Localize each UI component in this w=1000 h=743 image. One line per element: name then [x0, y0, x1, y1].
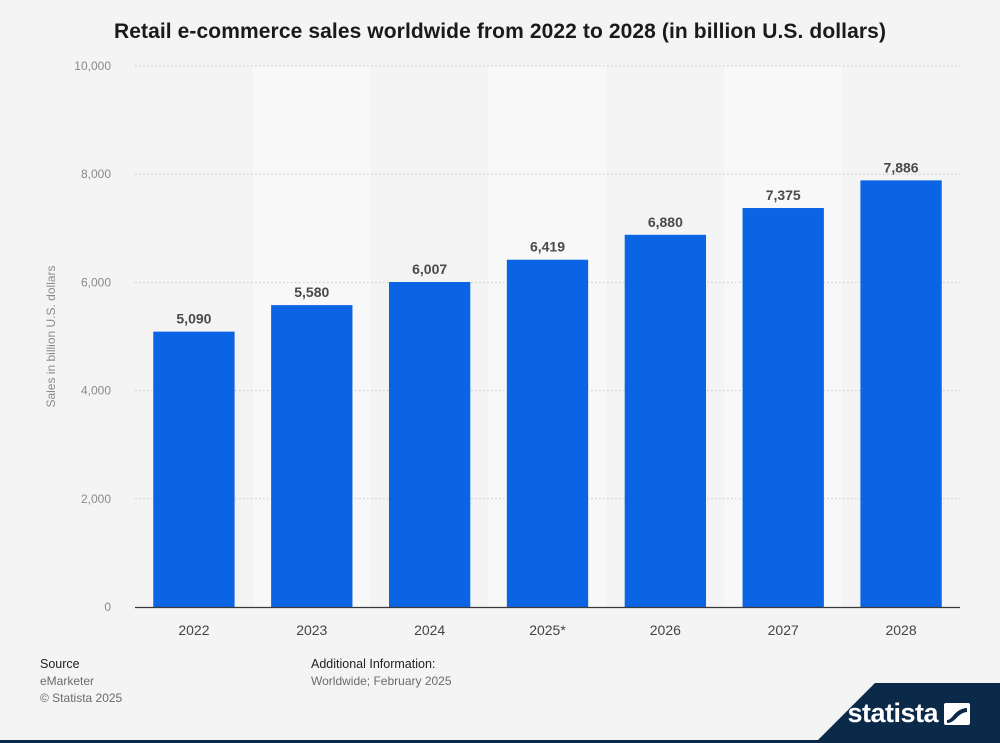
x-tick-label-2022: 2022 — [178, 622, 209, 638]
bar-2022[interactable] — [153, 331, 235, 607]
value-label-2024: 6,007 — [412, 261, 447, 277]
y-axis-title: Sales in billion U.S. dollars — [44, 265, 58, 407]
value-label-2022: 5,090 — [176, 311, 211, 327]
statista-logo-text: statista — [847, 698, 938, 728]
additional-info-heading: Additional Information: — [311, 657, 436, 671]
bar-2027[interactable] — [742, 208, 824, 607]
bar-2026[interactable] — [624, 234, 707, 608]
value-label-2026: 6,880 — [648, 214, 683, 230]
source-heading: Source — [40, 657, 80, 671]
chart-canvas: 0 2,000 4,000 6,000 8,000 10,000 5,090 5,580 6,… — [44, 59, 960, 638]
statista-logo[interactable]: statista — [847, 698, 970, 729]
copyright-text: © Statista 2025 — [40, 691, 123, 705]
bar-2028[interactable] — [860, 180, 942, 607]
y-axis-tick-labels: 0 2,000 4,000 6,000 8,000 10,000 — [74, 59, 111, 614]
x-tick-label-2028: 2028 — [885, 622, 916, 638]
statista-logo-icon — [944, 702, 970, 725]
bar-2024[interactable] — [388, 282, 471, 607]
additional-info-text: Worldwide; February 2025 — [311, 674, 452, 688]
y-tick-label: 4,000 — [81, 384, 111, 398]
y-tick-label: 10,000 — [74, 59, 111, 73]
x-axis-tick-labels: 2022 2023 2024 2025* 2026 2027 2028 — [178, 622, 917, 638]
source-name: eMarketer — [40, 674, 95, 688]
x-tick-label-2027: 2027 — [768, 622, 799, 638]
value-label-2028: 7,886 — [884, 159, 919, 175]
value-label-2027: 7,375 — [766, 187, 801, 203]
x-tick-label-2023: 2023 — [296, 622, 327, 638]
value-label-2023: 5,580 — [294, 284, 329, 300]
x-tick-label-2024: 2024 — [414, 622, 445, 638]
bar-value-labels: 5,090 5,580 6,007 6,419 6,880 7,375 7,886 — [176, 159, 918, 326]
brand-band-shape — [815, 683, 1000, 743]
bar-2025*[interactable] — [506, 259, 589, 607]
y-tick-label: 0 — [104, 600, 111, 614]
bar-2023[interactable] — [271, 305, 353, 607]
additional-info-block: Additional Information: Worldwide; Febru… — [311, 656, 452, 690]
y-tick-label: 6,000 — [81, 275, 111, 289]
y-tick-label: 8,000 — [81, 167, 111, 181]
x-tick-label-2025*: 2025* — [529, 622, 566, 638]
bars — [153, 180, 942, 608]
y-tick-label: 2,000 — [81, 492, 111, 506]
chart-title: Retail e-commerce sales worldwide from 2… — [113, 20, 887, 43]
source-block: Source eMarketer © Statista 2025 — [40, 656, 122, 707]
brand-band — [815, 683, 1000, 743]
bottom-rule — [0, 740, 1000, 743]
value-label-2025*: 6,419 — [530, 239, 565, 255]
x-tick-label-2026: 2026 — [650, 622, 681, 638]
